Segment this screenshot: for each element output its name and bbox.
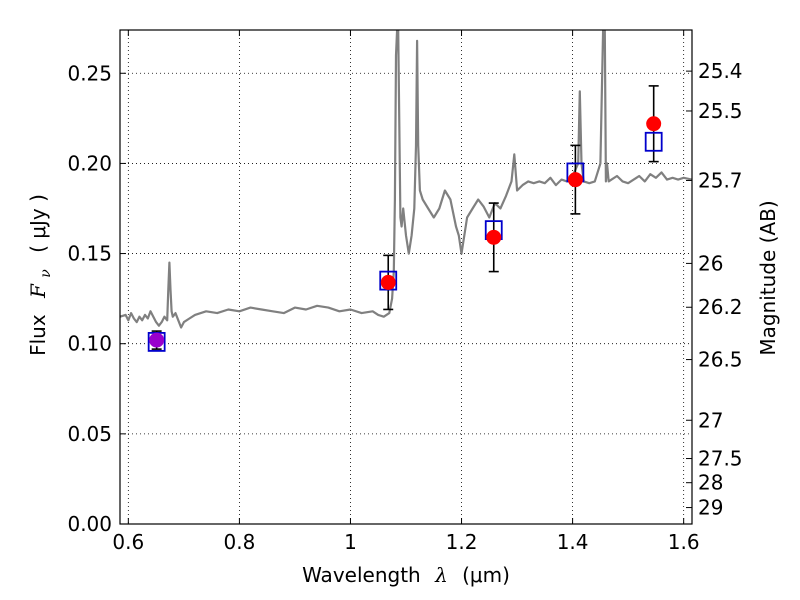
y-tick-label: 0.00 <box>67 512 112 536</box>
x-tick-label: 1.4 <box>557 530 589 554</box>
y-axis-title: Flux F ν ( μJy ) <box>26 194 55 356</box>
axis-ticks: 0.6 0.8 1 1.2 1.4 1.6 0.00 0.05 0.10 0.15 0.20 0.25… <box>67 30 743 554</box>
y-axis-title-prefix: Flux <box>26 314 50 356</box>
x-tick-label: 0.8 <box>223 530 255 554</box>
observed-point <box>486 229 502 245</box>
y-tick-label: 0.25 <box>67 61 112 85</box>
y-tick-label: 0.10 <box>67 332 112 356</box>
y2-tick-label: 26.2 <box>698 295 743 319</box>
x-axis-title-prefix: Wavelength <box>302 563 421 587</box>
x-tick-label: 1.2 <box>446 530 478 554</box>
y2-tick-label: 26.5 <box>698 348 743 372</box>
y2-tick-label: 27.5 <box>698 447 743 471</box>
model-square <box>644 131 663 152</box>
y2-tick-label: 28 <box>698 471 723 495</box>
y-tick-label: 0.05 <box>67 422 112 446</box>
y-axis-title-symbol: F <box>26 283 50 299</box>
y2-tick-label: 26 <box>698 251 723 275</box>
y2-tick-label: 29 <box>698 496 723 520</box>
y-tick-label: 0.20 <box>67 151 112 175</box>
y2-tick-label: 25.5 <box>698 99 743 123</box>
observed-point <box>380 274 396 290</box>
y2-tick-label: 25.4 <box>698 59 743 83</box>
y2-tick-label: 25.7 <box>698 168 743 192</box>
observed-point <box>646 116 662 132</box>
spectrum-line <box>120 30 692 329</box>
x-axis-title-unit: (μm) <box>462 563 510 587</box>
x-tick-label: 1.6 <box>668 530 700 554</box>
plot-frame <box>119 29 693 525</box>
y2-axis-title: Magnitude (AB) <box>756 200 780 355</box>
y-axis-title-subscript: ν <box>38 269 54 278</box>
x-axis-title-symbol: λ <box>434 563 448 587</box>
y2-tick-label: 27 <box>698 408 723 432</box>
observed-point <box>567 172 583 188</box>
x-axis-title: Wavelength λ (μm) <box>302 563 510 587</box>
observed-point <box>149 332 165 348</box>
x-tick-label: 0.6 <box>112 530 144 554</box>
y-tick-label: 0.15 <box>67 242 112 266</box>
gridlines <box>120 30 692 524</box>
y-axis-title-unit: ( μJy ) <box>26 194 50 253</box>
plot-area <box>120 30 692 352</box>
x-tick-label: 1 <box>344 530 357 554</box>
